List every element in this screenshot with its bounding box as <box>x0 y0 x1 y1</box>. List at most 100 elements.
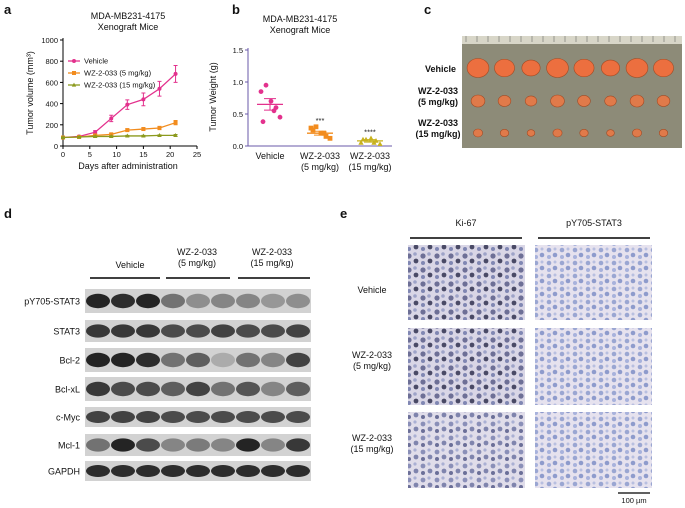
marker <box>258 89 264 94</box>
group-label: WZ-2-033 (5 mg/kg) <box>177 247 217 268</box>
x-tick-label: 20 <box>166 150 174 159</box>
x-tick-label: 0 <box>61 150 65 159</box>
x-tick-label: WZ-2-033 (5 mg/kg) <box>300 151 340 172</box>
error-bar <box>314 130 326 136</box>
blot-band <box>211 352 235 368</box>
blot-band <box>161 381 185 397</box>
ihc-image <box>408 412 525 488</box>
blot-band <box>86 438 110 452</box>
y-tick-label: 400 <box>45 100 58 109</box>
tumor <box>466 58 490 78</box>
x-tick-label: 15 <box>139 150 147 159</box>
tumor <box>497 95 512 107</box>
panel-label: b <box>232 2 240 17</box>
tumor <box>658 129 669 137</box>
y-tick-label: 0 <box>54 142 58 151</box>
x-tick-label: 5 <box>88 150 92 159</box>
blot-band <box>136 381 160 397</box>
group-label: WZ-2-033 (15 mg/kg) <box>250 247 293 268</box>
marker <box>109 116 114 121</box>
marker <box>173 133 178 137</box>
x-tick-label: Vehicle <box>255 151 284 161</box>
blot-band <box>261 293 285 309</box>
tumor <box>524 95 538 107</box>
blot-band <box>236 465 260 477</box>
blot-band <box>261 438 285 452</box>
row-label: WZ-2-033 (5 mg/kg) <box>418 86 458 107</box>
tumor <box>577 95 591 107</box>
marker <box>368 135 374 141</box>
row-label: Bcl-xL <box>55 385 80 395</box>
ihc-image <box>535 328 652 405</box>
tumor <box>604 95 617 107</box>
y-tick-label: 200 <box>45 121 58 130</box>
marker <box>141 133 146 138</box>
tumor <box>579 129 589 137</box>
blot-band <box>261 352 285 368</box>
blot-band <box>111 411 135 423</box>
x-tick-label: 25 <box>193 150 201 159</box>
blot-band <box>186 324 210 338</box>
blot-band <box>236 381 260 397</box>
marker <box>125 133 130 138</box>
marker <box>377 141 383 146</box>
blot-band <box>186 465 210 477</box>
blot-band <box>261 324 285 338</box>
row-label: Vehicle <box>425 64 456 74</box>
blot-band <box>161 352 185 368</box>
blot-band <box>86 324 110 338</box>
marker <box>60 135 66 140</box>
blot-band <box>161 293 185 309</box>
tumor <box>625 58 649 78</box>
blot-band <box>286 324 310 338</box>
blot-band <box>236 411 260 423</box>
row-label: GAPDH <box>48 467 80 477</box>
panel-label: c <box>424 2 431 17</box>
tumor <box>629 94 645 108</box>
blot-band <box>286 293 310 309</box>
blot-band <box>186 411 210 423</box>
y-tick-label: 0.5 <box>233 110 243 119</box>
error-bar <box>264 98 276 111</box>
series-line <box>62 134 176 139</box>
blot-band <box>86 293 110 309</box>
row-label: pY705-STAT3 <box>24 297 80 307</box>
blot-band <box>261 465 285 477</box>
tumor <box>550 94 565 108</box>
row-label: Mcl-1 <box>58 441 80 451</box>
marker <box>157 125 162 130</box>
row-label: WZ-2-033 (15 mg/kg) <box>350 433 393 454</box>
blot-band <box>261 411 285 423</box>
tumor <box>656 95 671 107</box>
legend-label: Vehicle <box>84 57 108 66</box>
legend-marker <box>72 59 76 63</box>
blot-band <box>136 465 160 477</box>
axis-label: Tumor Weight (g) <box>208 62 218 132</box>
y-tick-label: 800 <box>45 57 58 66</box>
blot-band <box>86 352 110 368</box>
blot-band <box>161 324 185 338</box>
axis-label: Tumor volume (mm³) <box>25 51 35 135</box>
tumor <box>573 58 595 78</box>
marker <box>92 134 98 139</box>
blot-band <box>111 465 135 477</box>
marker <box>109 134 114 139</box>
marker <box>157 133 162 137</box>
marker <box>327 135 333 141</box>
marker <box>173 120 178 125</box>
blot-band <box>186 381 210 397</box>
error-bar <box>364 139 376 143</box>
marker <box>268 98 274 104</box>
ihc-image <box>535 245 652 320</box>
tumor <box>473 128 483 138</box>
blot-band <box>86 411 110 423</box>
marker <box>141 97 146 102</box>
tumor <box>632 128 642 138</box>
blot-band <box>236 324 260 338</box>
blot-band <box>236 438 260 452</box>
column-label: Ki-67 <box>455 218 476 228</box>
y-tick-label: 1.5 <box>233 46 243 55</box>
ruler <box>462 36 682 44</box>
marker <box>271 108 277 114</box>
tumor <box>526 129 536 137</box>
